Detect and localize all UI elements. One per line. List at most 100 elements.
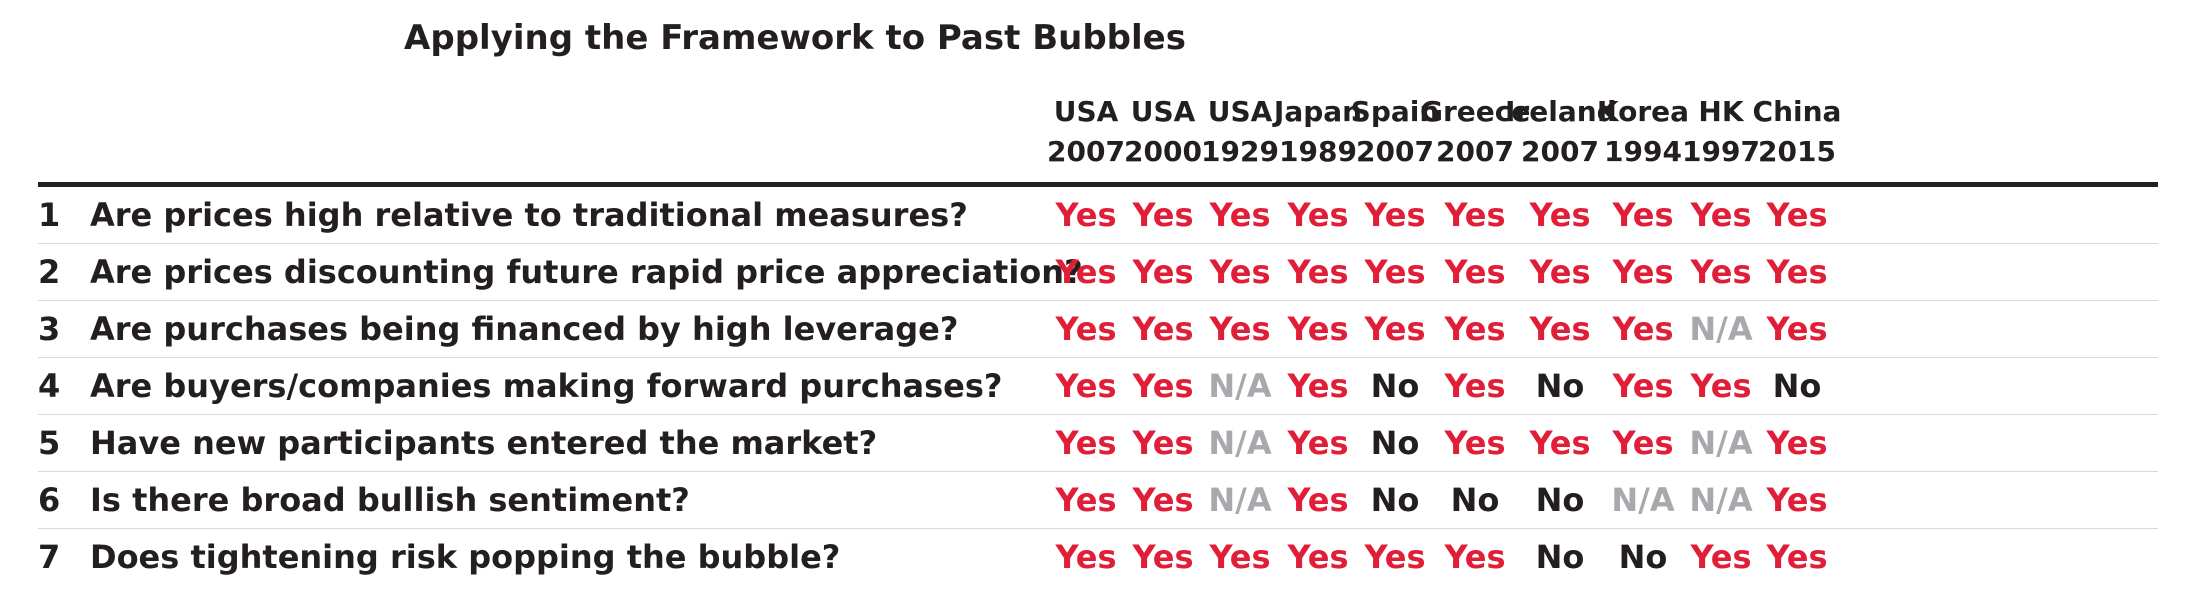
column-header-year: 1929 <box>1201 135 1279 168</box>
table-cell: Yes <box>1529 253 1591 291</box>
column-header-region: Ireland <box>1505 95 1617 128</box>
table-cell: N/A <box>1208 424 1272 462</box>
table-cell: Yes <box>1132 310 1194 348</box>
table-cell: Yes <box>1612 253 1674 291</box>
table-cell: No <box>1370 481 1420 519</box>
row-question: Are prices discounting future rapid pric… <box>90 253 1083 291</box>
column-header: USA 1929 <box>1185 92 1295 172</box>
table-cell: Yes <box>1287 196 1349 234</box>
table-cell: Yes <box>1444 253 1506 291</box>
table-cell: Yes <box>1209 538 1271 576</box>
table-cell: No <box>1450 481 1500 519</box>
table-cell: Yes <box>1364 310 1426 348</box>
column-header-region: China <box>1752 95 1842 128</box>
column-header: USA 2007 <box>1031 92 1141 172</box>
table-cell: Yes <box>1529 424 1591 462</box>
table-cell: No <box>1535 481 1585 519</box>
table-cell: Yes <box>1132 367 1194 405</box>
table-cell: Yes <box>1444 538 1506 576</box>
table-cell: Yes <box>1766 538 1828 576</box>
column-header: HK 1997 <box>1666 92 1776 172</box>
table-cell: Yes <box>1529 310 1591 348</box>
row-question: Have new participants entered the market… <box>90 424 878 462</box>
row-number: 4 <box>38 367 61 405</box>
table-cell: Yes <box>1287 481 1349 519</box>
table-cell: No <box>1618 538 1668 576</box>
table-cell: No <box>1370 424 1420 462</box>
table-row: 5 Have new participants entered the marke… <box>38 415 2158 472</box>
column-header-region: Japan <box>1273 95 1363 128</box>
row-question: Are purchases being financed by high lev… <box>90 310 959 348</box>
table-cell: Yes <box>1209 310 1271 348</box>
table-cell: Yes <box>1055 481 1117 519</box>
table-cell: Yes <box>1690 367 1752 405</box>
table-cell: No <box>1370 367 1420 405</box>
row-question: Are buyers/companies making forward purc… <box>90 367 1003 405</box>
column-header: Ireland 2007 <box>1505 92 1617 172</box>
column-header-year: 2007 <box>1356 135 1434 168</box>
table-cell: Yes <box>1055 196 1117 234</box>
column-header-year: 2000 <box>1124 135 1202 168</box>
table-cell: Yes <box>1287 538 1349 576</box>
row-number: 3 <box>38 310 61 348</box>
table-row: 1 Are prices high relative to traditional… <box>38 187 2158 244</box>
table-cell: Yes <box>1055 538 1117 576</box>
table-cell: No <box>1772 367 1822 405</box>
column-header: USA 2000 <box>1108 92 1218 172</box>
table-cell: Yes <box>1055 424 1117 462</box>
table-cell: Yes <box>1766 196 1828 234</box>
table-cell: Yes <box>1055 367 1117 405</box>
table-cell: Yes <box>1132 481 1194 519</box>
table-cell: Yes <box>1444 424 1506 462</box>
table-row: 7 Does tightening risk popping the bubble… <box>38 529 2158 585</box>
table-cell: Yes <box>1132 538 1194 576</box>
table-cell: Yes <box>1766 310 1828 348</box>
table-cell: Yes <box>1612 424 1674 462</box>
page-title: Applying the Framework to Past Bubbles <box>404 18 1186 58</box>
table-cell: N/A <box>1689 424 1753 462</box>
table-cell: Yes <box>1766 424 1828 462</box>
bubble-framework-table: USA 2007 USA 2000 USA 1929 Japan 1989 Spain 2007 G… <box>38 92 2158 576</box>
table-cell: Yes <box>1612 310 1674 348</box>
table-cell: N/A <box>1689 310 1753 348</box>
row-number: 7 <box>38 538 61 576</box>
table-cell: Yes <box>1364 538 1426 576</box>
column-header-region: HK <box>1698 95 1744 128</box>
table-cell: Yes <box>1690 538 1752 576</box>
row-number: 6 <box>38 481 61 519</box>
row-question: Are prices high relative to traditional … <box>90 196 968 234</box>
table-cell: Yes <box>1209 253 1271 291</box>
column-header-region: USA <box>1207 95 1273 128</box>
column-header-region: Greece <box>1420 95 1531 128</box>
column-header-year: 1994 <box>1604 135 1682 168</box>
table-cell: No <box>1535 367 1585 405</box>
column-header-region: Spain <box>1350 95 1440 128</box>
table-cell: Yes <box>1766 253 1828 291</box>
table-cell: Yes <box>1444 367 1506 405</box>
table-cell: Yes <box>1055 253 1117 291</box>
table-cell: Yes <box>1766 481 1828 519</box>
table-row: 6 Is there broad bullish sentiment? Yes Yes… <box>38 472 2158 529</box>
table-row: 4 Are buyers/companies making forward pur… <box>38 358 2158 415</box>
table-cell: N/A <box>1208 481 1272 519</box>
table-cell: Yes <box>1132 196 1194 234</box>
table-cell: Yes <box>1287 253 1349 291</box>
table-cell: Yes <box>1690 253 1752 291</box>
table-row: 2 Are prices discounting future rapid pri… <box>38 244 2158 301</box>
table-cell: Yes <box>1690 196 1752 234</box>
column-header: Greece 2007 <box>1420 92 1530 172</box>
table-cell: N/A <box>1208 367 1272 405</box>
table-row: 3 Are purchases being financed by high le… <box>38 301 2158 358</box>
table-body: 1 Are prices high relative to traditional… <box>38 187 2158 585</box>
table-cell: Yes <box>1287 424 1349 462</box>
column-header-year: 2007 <box>1521 135 1599 168</box>
table-cell: Yes <box>1132 424 1194 462</box>
table-header: USA 2007 USA 2000 USA 1929 Japan 1989 Spain 2007 G… <box>38 92 2158 176</box>
column-header-region: Korea <box>1596 95 1690 128</box>
column-header-region: USA <box>1053 95 1119 128</box>
row-number: 2 <box>38 253 61 291</box>
column-header-year: 2007 <box>1047 135 1125 168</box>
table-cell: N/A <box>1611 481 1675 519</box>
table-cell: Yes <box>1132 253 1194 291</box>
header-divider <box>38 182 2158 187</box>
